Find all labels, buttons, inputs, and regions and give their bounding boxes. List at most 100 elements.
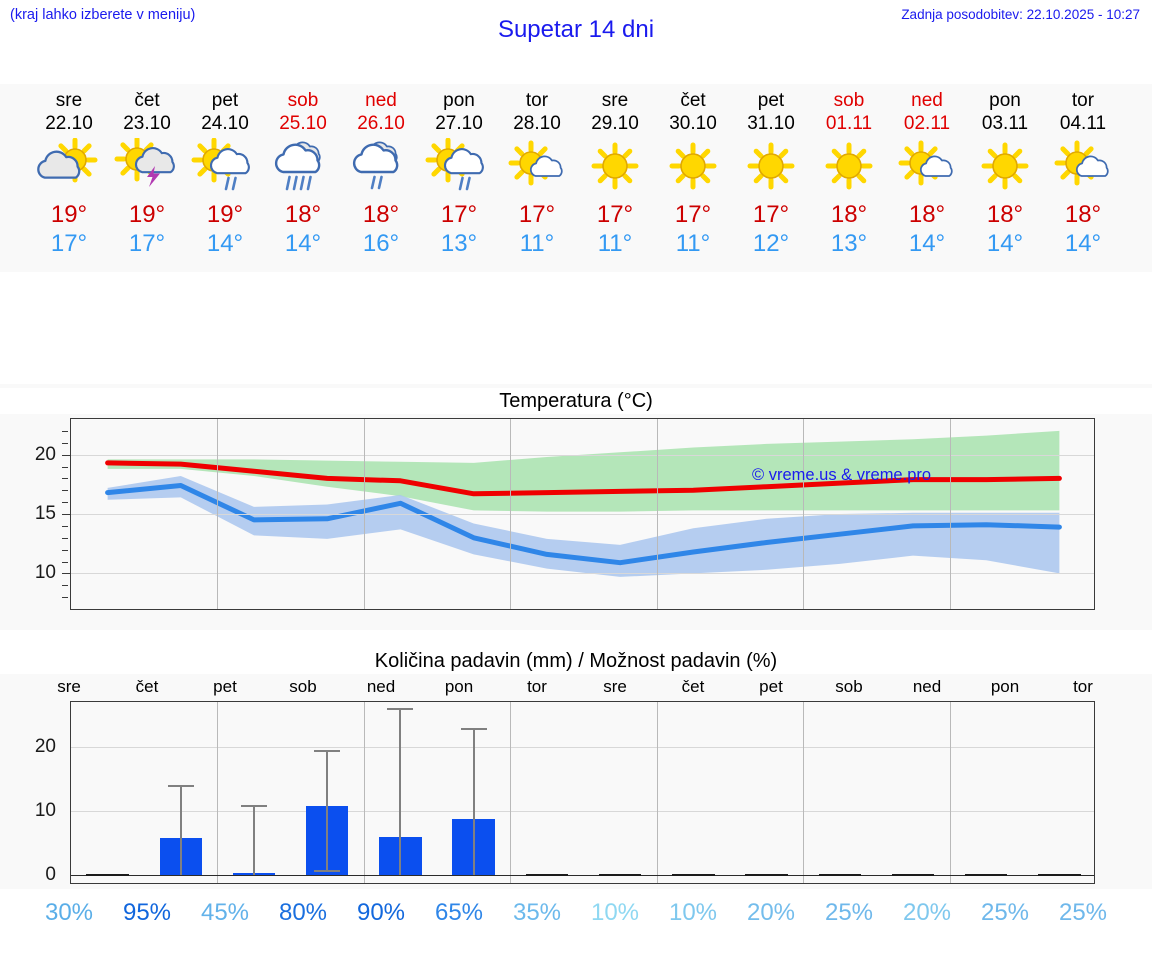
precipitation-probability: 25% [824,899,874,926]
precipitation-day-label: sre [57,677,81,696]
day-date: 30.10 [669,113,717,134]
day-high-temp: 17° [752,201,790,228]
precipitation-error-bar [179,785,182,876]
precipitation-bar-trace [964,874,1008,877]
precipitation-y-axis: 0 10 20 [0,701,62,885]
day-column[interactable]: sre 22.10 19° 17° [30,84,108,272]
precipitation-day-label: ned [366,677,396,696]
watermark: © vreme.us & vreme.pro [752,466,932,484]
day-column[interactable]: tor 28.10 17° 11° [498,84,576,272]
sun-icon [580,137,650,197]
precipitation-day-label: sob [289,677,317,696]
sun-cloud-icon [892,137,962,197]
sun-cloud-icon [502,137,572,197]
partly-cloudy-icon [34,137,104,197]
precipitation-vertical-gridline [656,702,658,883]
day-date: 29.10 [591,113,639,134]
day-column[interactable]: ned 02.11 18° 14° [888,84,966,272]
day-date: 25.10 [279,113,327,134]
day-column[interactable]: čet 23.10 19° 17° [108,84,186,272]
precipitation-vertical-gridline [803,702,805,883]
precipitation-day-label: tor [527,677,547,696]
temperature-axis-tick [62,561,68,563]
day-high-temp: 18° [1064,201,1102,228]
day-name: ned [911,90,943,111]
precipitation-probability: 20% [902,899,952,926]
temperature-axis-tick [62,585,68,587]
temperature-axis-tick [62,514,71,515]
day-date: 22.10 [45,113,93,134]
temperature-axis-tick [62,573,71,575]
precipitation-day-label: tor [1073,677,1093,696]
precipitation-y-tick-label: 10 [34,800,56,822]
day-high-temp: 18° [830,201,868,228]
day-column[interactable]: pon 27.10 17° 13° [420,84,498,272]
precipitation-bar-trace [598,874,642,877]
sun-cloud-rain-icon [424,137,494,197]
precipitation-bar-trace [745,874,788,877]
day-low-temp: 17° [50,230,88,257]
day-name: sre [55,90,83,111]
day-date: 23.10 [123,113,171,134]
precipitation-gridline [71,746,1094,748]
precipitation-error-bar [472,727,475,876]
day-column[interactable]: sre 29.10 17° 11° [576,84,654,272]
temperature-y-tick-label: 15 [34,503,56,524]
day-date: 26.10 [357,113,405,134]
precipitation-bar-trace [1038,874,1081,877]
day-low-temp: 17° [128,230,166,257]
sun-icon [658,137,728,197]
precipitation-bar-trace [891,874,935,877]
sun-cloud-icon [1048,137,1118,197]
precipitation-probability: 90% [356,899,406,926]
temperature-vertical-gridline [510,419,512,609]
day-high-temp: 17° [440,201,478,228]
precipitation-y-tick-label: 20 [34,735,56,757]
last-updated: Zadnja posodobitev: 22.10.2025 - 10:27 [901,7,1140,22]
day-date: 02.11 [903,113,951,134]
day-high-temp: 17° [518,201,556,228]
temperature-vertical-gridline [949,419,951,609]
precipitation-probability: 45% [200,899,250,926]
day-low-temp: 11° [597,230,633,257]
day-column[interactable]: sob 25.10 18° 14° [264,84,342,272]
sun-icon [736,137,806,197]
day-high-temp: 19° [128,201,166,228]
precipitation-error-cap-top [460,727,487,730]
day-date: 04.11 [1059,113,1107,134]
day-column[interactable]: pet 24.10 19° 14° [186,84,264,272]
temperature-y-tick-label: 10 [34,562,56,584]
day-column[interactable]: pon 03.11 18° 14° [966,84,1044,272]
day-column[interactable]: sob 01.11 18° 13° [810,84,888,272]
precipitation-probability: 20% [746,899,796,926]
precipitation-probability: 25% [1058,899,1108,926]
day-low-temp: 12° [752,230,790,257]
precipitation-probability: 30% [44,899,94,926]
precipitation-vertical-gridline [510,702,512,883]
precipitation-bar-trace [86,874,129,877]
day-low-temp: 14° [206,230,244,257]
precipitation-probability: 95% [122,899,172,926]
precipitation-day-label: čet [135,677,159,696]
day-column[interactable]: čet 30.10 17° 11° [654,84,732,272]
precipitation-day-labels: sre čet pet sob ned pon tor sre čet pet sob ned pon t… [30,674,1122,700]
menu-hint: (kraj lahko izberete v meniju) [10,7,196,23]
precipitation-error-cap-top [314,750,341,753]
temperature-axis-tick [62,478,68,480]
day-high-temp: 18° [908,201,946,228]
day-name: sob [833,90,865,111]
day-low-temp: 13° [440,230,478,257]
precipitation-error-cap-top [387,708,414,711]
day-column[interactable]: ned 26.10 18° 16° [342,84,420,272]
day-column[interactable]: tor 04.11 18° 14° [1044,84,1122,272]
temperature-axis-tick [62,597,68,599]
day-column[interactable]: pet 31.10 17° 12° [732,84,810,272]
temperature-axis-tick [62,537,68,539]
precipitation-day-label: sob [835,677,863,696]
precipitation-error-bar [253,804,256,876]
day-high-temp: 19° [206,201,244,228]
day-name: čet [680,90,706,111]
precipitation-error-cap-bottom [314,870,341,873]
precipitation-day-label: pon [990,677,1020,696]
temperature-axis-tick [62,430,68,432]
